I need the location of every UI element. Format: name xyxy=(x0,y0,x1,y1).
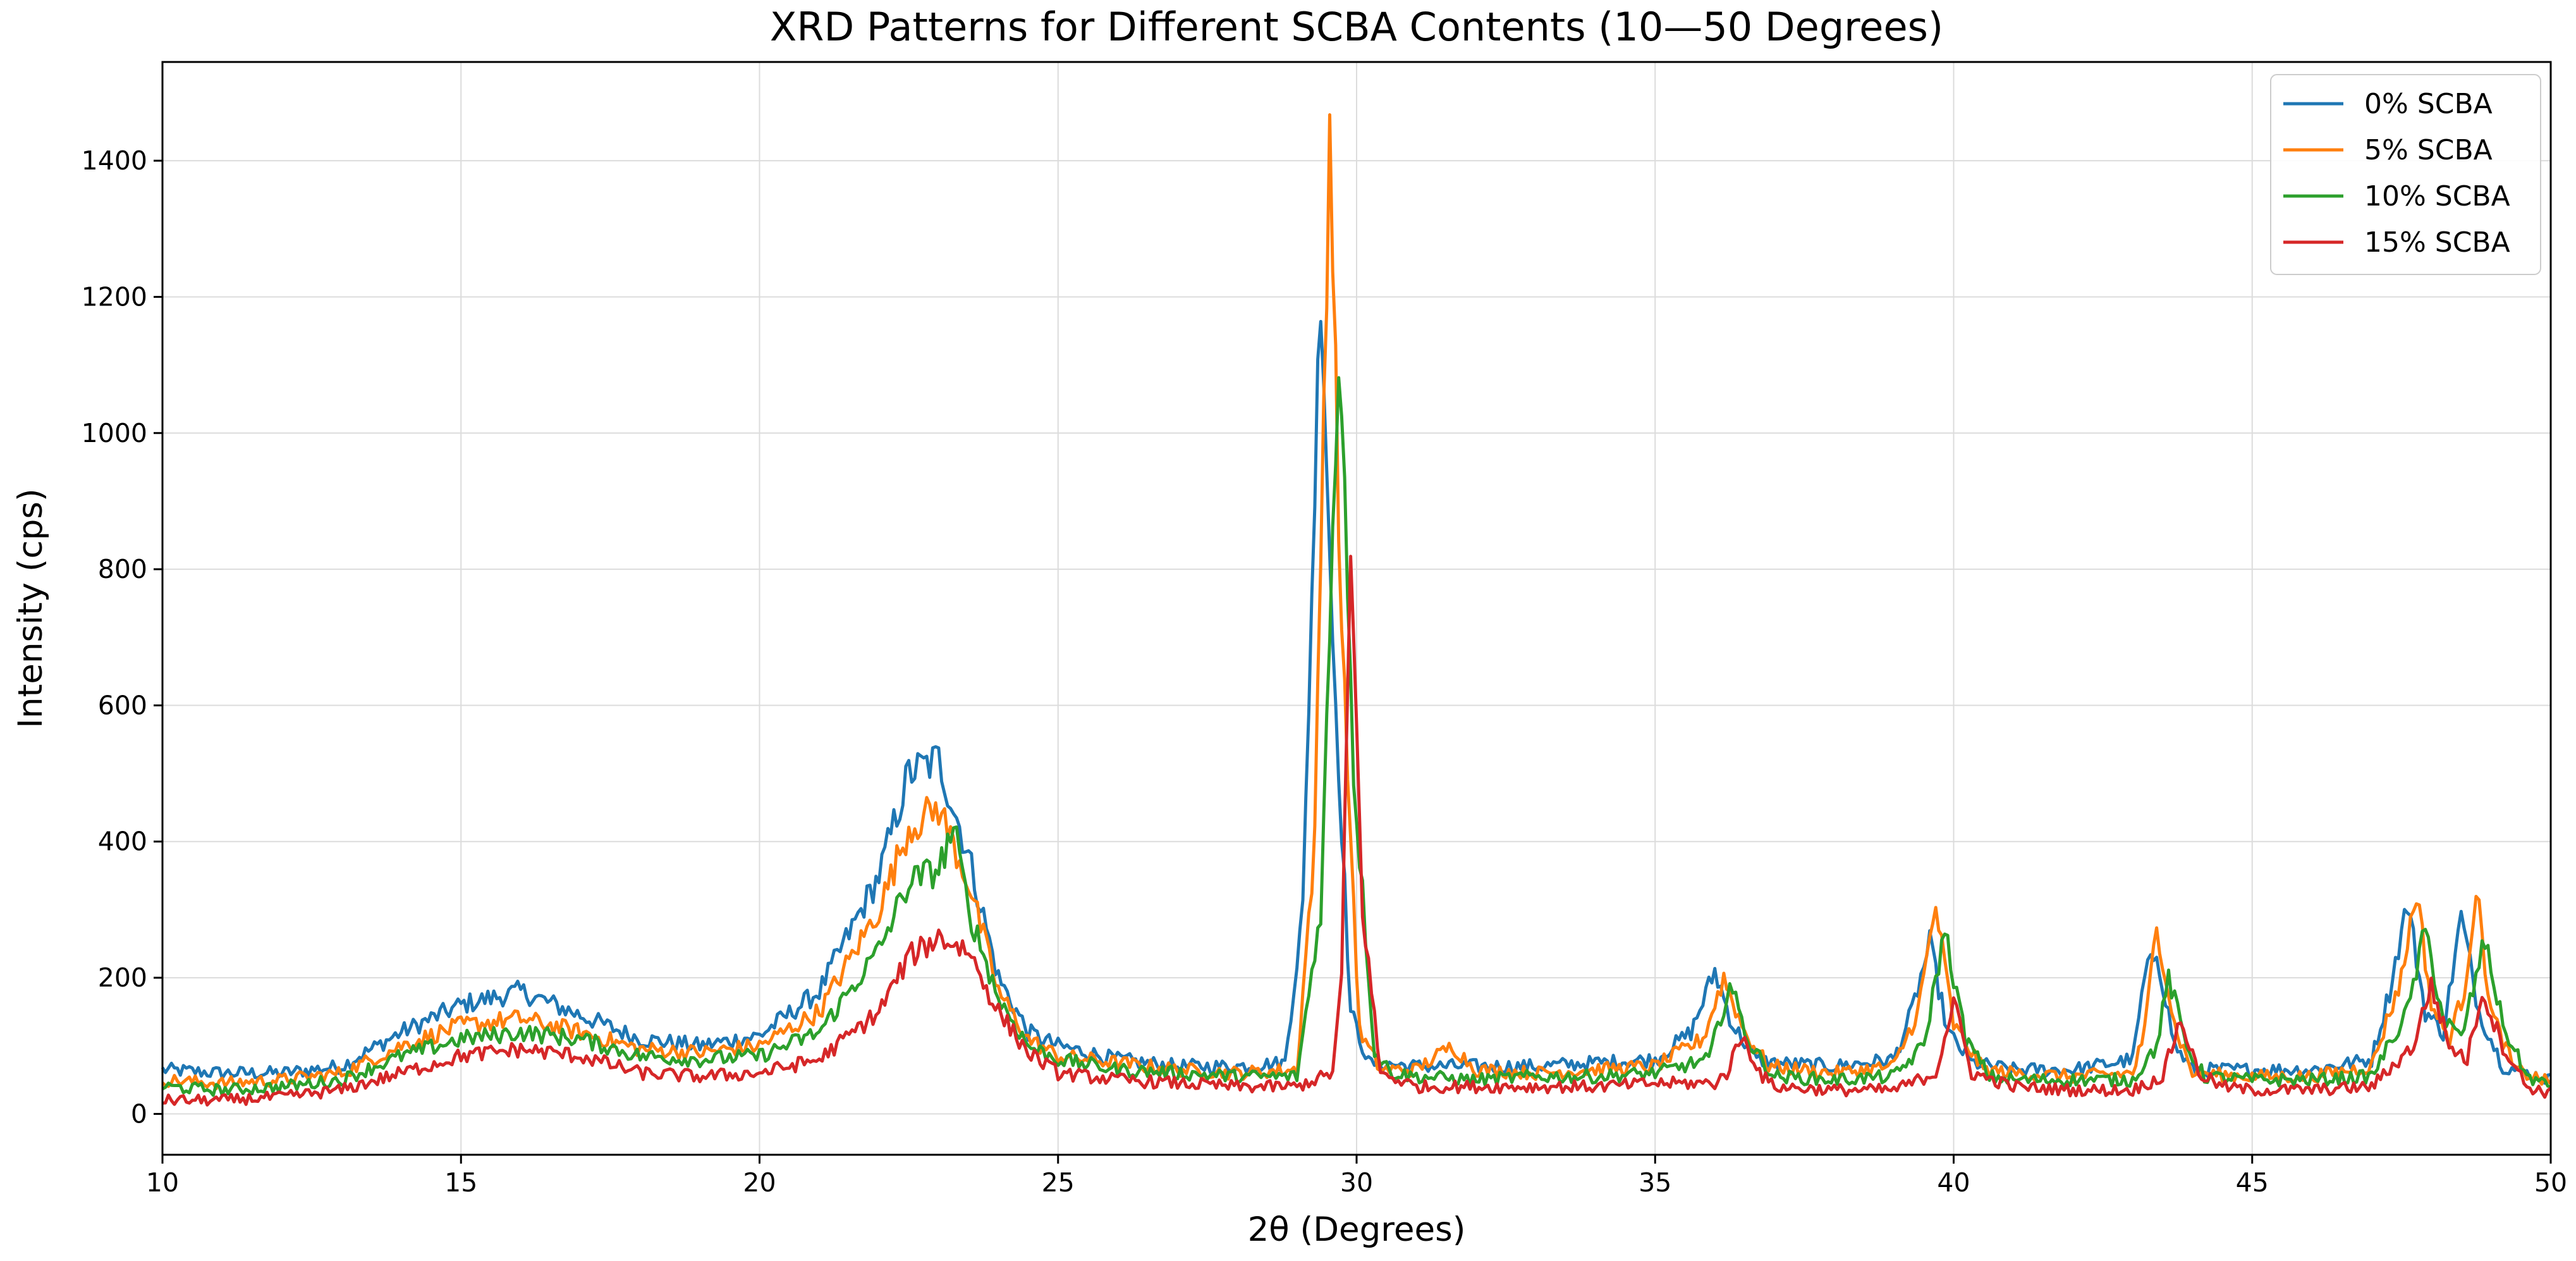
x-tick-label: 40 xyxy=(1937,1167,1970,1198)
x-tick-label: 20 xyxy=(743,1167,776,1198)
y-tick-label: 1000 xyxy=(82,418,147,448)
legend-entry-2: 10% SCBA xyxy=(2364,180,2510,212)
x-tick-label: 30 xyxy=(1340,1167,1373,1198)
y-axis-ticks: 0 200 400 600 800 1000 1200 1400 xyxy=(82,145,162,1129)
y-tick-label: 600 xyxy=(98,690,147,720)
x-tick-label: 45 xyxy=(2236,1167,2269,1198)
legend-entry-3: 15% SCBA xyxy=(2364,226,2510,259)
x-tick-label: 15 xyxy=(444,1167,477,1198)
x-tick-label: 50 xyxy=(2534,1167,2567,1198)
x-tick-label: 25 xyxy=(1042,1167,1075,1198)
y-tick-label: 1400 xyxy=(82,145,147,176)
chart-title: XRD Patterns for Different SCBA Contents… xyxy=(770,4,1943,50)
y-tick-label: 800 xyxy=(98,554,147,584)
series-line-2 xyxy=(161,376,2551,1097)
series-line-1 xyxy=(161,113,2552,1090)
legend-entry-1: 5% SCBA xyxy=(2364,134,2493,166)
y-tick-label: 200 xyxy=(98,963,147,993)
legend-entry-0: 0% SCBA xyxy=(2364,88,2493,120)
y-axis-label: Intensity (cps) xyxy=(11,488,50,728)
series-layer xyxy=(161,113,2552,1107)
legend: 0% SCBA 5% SCBA 10% SCBA 15% SCBA xyxy=(2270,74,2541,275)
x-tick-label: 35 xyxy=(1639,1167,1671,1198)
y-tick-label: 0 xyxy=(131,1098,147,1129)
series-line-3 xyxy=(162,555,2552,1107)
x-tick-label: 10 xyxy=(146,1167,179,1198)
y-tick-label: 1200 xyxy=(82,281,147,312)
legend-box xyxy=(2270,74,2541,275)
x-axis-label: 2θ (Degrees) xyxy=(1248,1210,1466,1249)
x-axis-ticks: 10 15 20 25 30 35 40 45 50 xyxy=(146,1155,2567,1198)
y-tick-label: 400 xyxy=(98,827,147,857)
